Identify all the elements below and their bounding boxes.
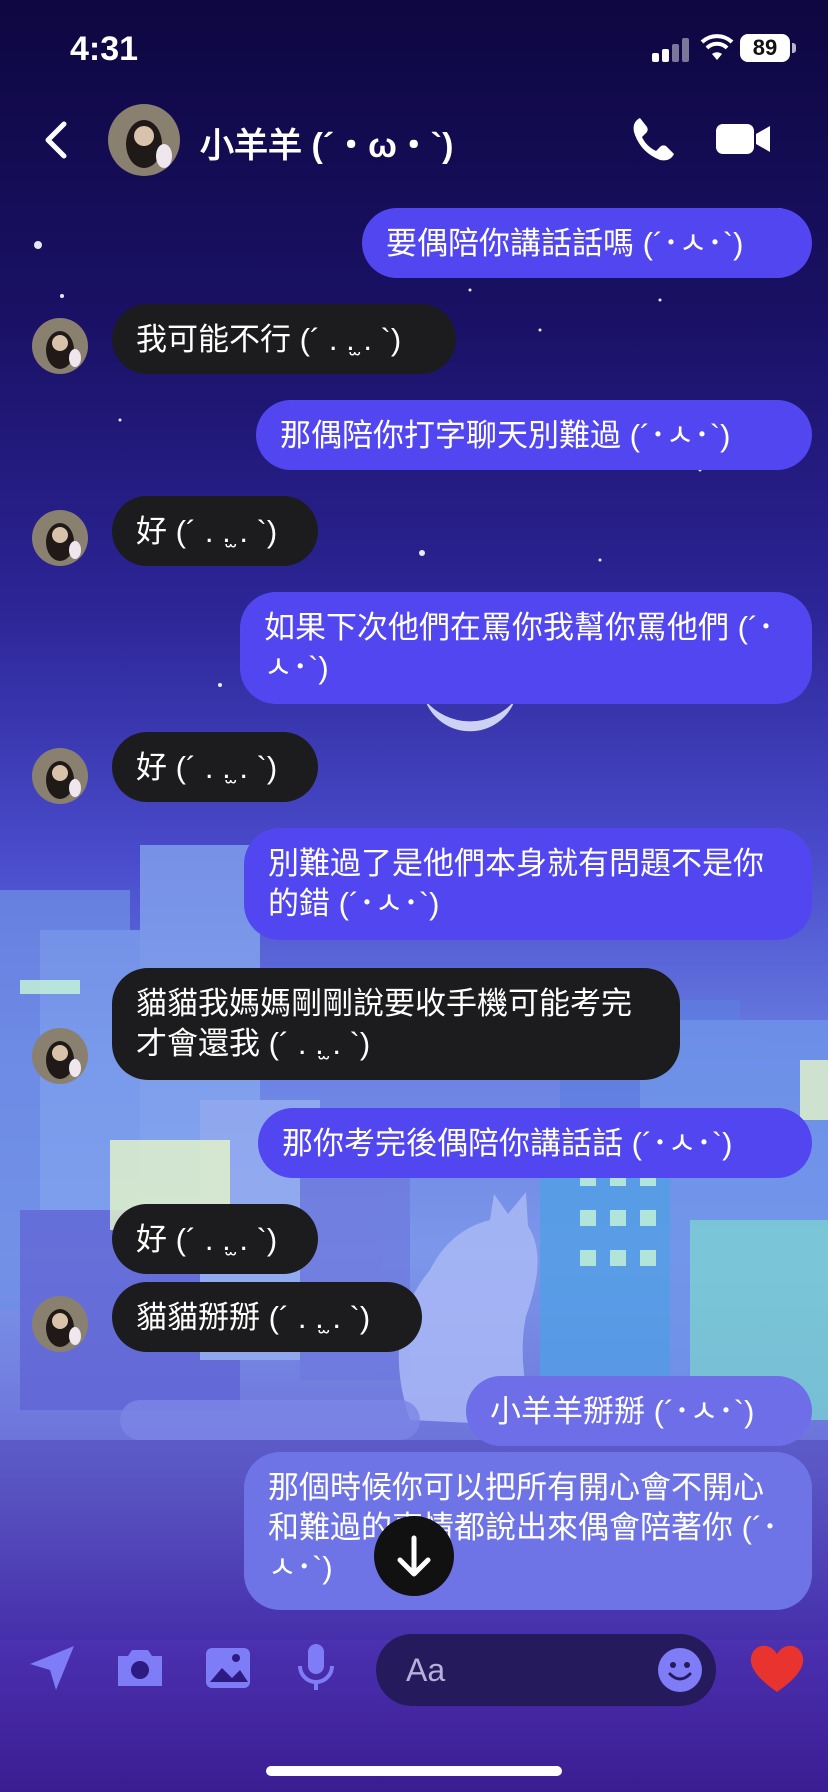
contact-avatar-small [32, 1028, 88, 1084]
contact-avatar-small [32, 318, 88, 374]
back-chevron-icon[interactable] [36, 116, 80, 164]
emoji-icon[interactable] [656, 1646, 704, 1694]
message-bubble-outgoing[interactable]: 如果下次他們在罵你我幫你罵他們 (´･ㅅ･`) [240, 592, 812, 704]
contact-avatar-small [32, 510, 88, 566]
home-indicator[interactable] [266, 1766, 562, 1776]
message-input-placeholder: Aa [406, 1652, 446, 1688]
microphone-icon[interactable] [288, 1640, 344, 1696]
message-bubble-outgoing[interactable]: 要偶陪你講話話嗎 (´･ㅅ･`) [362, 208, 812, 278]
message-bubble-incoming[interactable]: 好 (´ . .̫ . `) [112, 1204, 318, 1274]
contact-avatar-small [32, 1296, 88, 1352]
heart-icon[interactable] [744, 1634, 810, 1700]
message-bubble-outgoing[interactable]: 那個時候你可以把所有開心會不開心和難過的事情都說出來偶會陪著你 (´･ㅅ･`) [244, 1452, 812, 1610]
message-bubble-incoming[interactable]: 我可能不行 (´ . .̫ . `) [112, 304, 456, 374]
wifi-icon [700, 34, 734, 60]
message-bubble-outgoing[interactable]: 那你考完後偶陪你講話話 (´･ㅅ･`) [258, 1108, 812, 1178]
status-bar: 4:31 89 [0, 0, 828, 100]
location-arrow-icon[interactable] [24, 1640, 80, 1696]
arrow-down-icon [397, 1535, 431, 1577]
message-bubble-outgoing[interactable]: 小羊羊掰掰 (´･ㅅ･`) [466, 1376, 812, 1446]
phone-call-icon[interactable] [628, 114, 678, 164]
message-bubble-incoming[interactable]: 貓貓我媽媽剛剛說要收手機可能考完才會還我 (´ . .̫ . `) [112, 968, 680, 1080]
chat-header: 小羊羊 (´・ω・`) [0, 100, 828, 180]
message-bubble-incoming[interactable]: 好 (´ . .̫ . `) [112, 496, 318, 566]
message-bubble-outgoing[interactable]: 別難過了是他們本身就有問題不是你的錯 (´･ㅅ･`) [244, 828, 812, 940]
cellular-signal-icon [652, 38, 692, 62]
photo-gallery-icon[interactable] [200, 1640, 256, 1696]
contact-avatar-small [32, 748, 88, 804]
battery-indicator: 89 [740, 34, 796, 62]
status-time: 4:31 [70, 30, 139, 68]
message-composer: Aa [0, 1630, 828, 1710]
message-bubble-incoming[interactable]: 好 (´ . .̫ . `) [112, 732, 318, 802]
message-input[interactable]: Aa [376, 1634, 716, 1706]
contact-name[interactable]: 小羊羊 (´・ω・`) [200, 127, 454, 165]
contact-avatar[interactable] [108, 104, 180, 176]
message-bubble-incoming[interactable]: 貓貓掰掰 (´ . .̫ . `) [112, 1282, 422, 1352]
video-call-icon[interactable] [714, 118, 774, 160]
scroll-to-bottom-button[interactable] [374, 1516, 454, 1596]
camera-icon[interactable] [112, 1640, 168, 1696]
message-bubble-outgoing[interactable]: 那偶陪你打字聊天別難過 (´･ㅅ･`) [256, 400, 812, 470]
